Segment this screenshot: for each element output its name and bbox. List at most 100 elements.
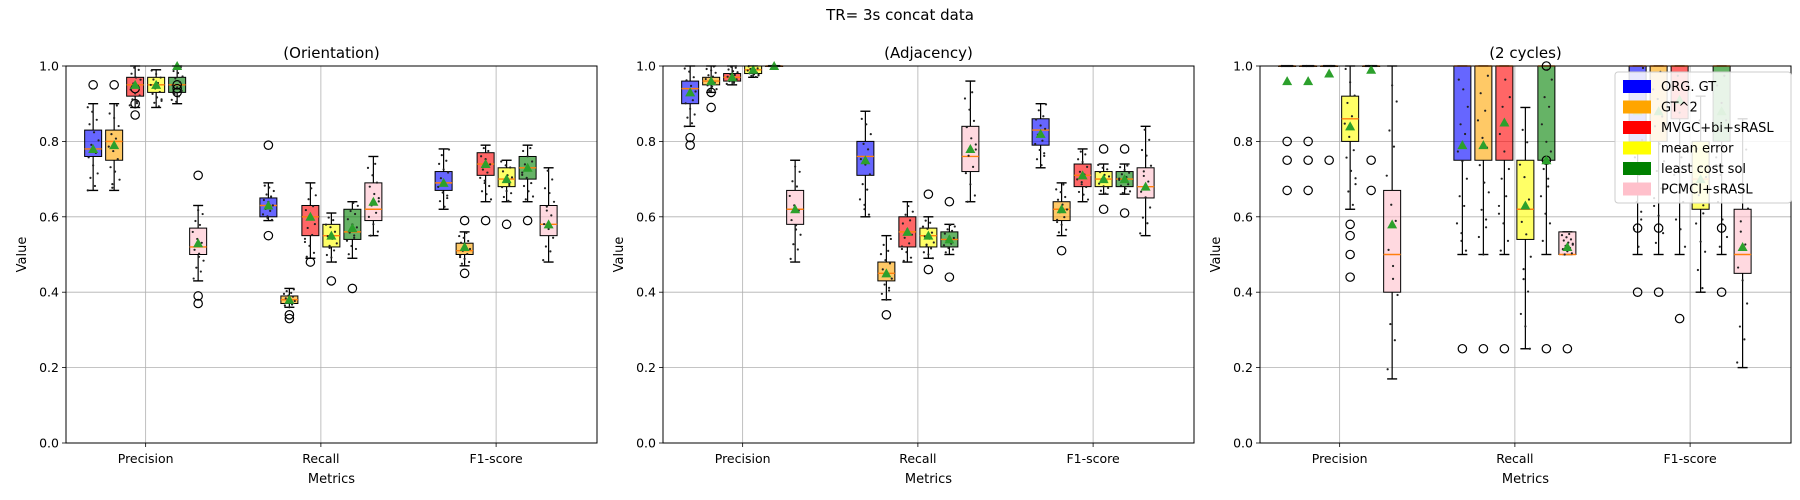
chart-panel-1: 0.0 0.2 0.4 0.6 0.8 1.0 Precision Recall F1-scor… xyxy=(15,44,598,487)
box-plot xyxy=(1052,182,1071,256)
sample-point xyxy=(1084,153,1087,156)
mean-marker xyxy=(88,143,99,153)
sample-point xyxy=(908,242,911,245)
sample-point xyxy=(1501,105,1504,108)
mean-marker xyxy=(109,140,120,150)
sample-point xyxy=(900,245,904,248)
outlier-marker xyxy=(1282,185,1292,196)
sample-point xyxy=(1118,178,1121,181)
sample-point xyxy=(863,208,866,211)
sample-point xyxy=(1548,222,1552,225)
sample-point xyxy=(887,249,890,252)
sample-point xyxy=(462,236,465,239)
y-tick-label: 0.8 xyxy=(39,134,59,149)
outlier-marker xyxy=(1324,155,1334,166)
sample-point xyxy=(1056,218,1059,221)
sample-point xyxy=(1126,164,1129,167)
series-pcmci-srasl xyxy=(189,155,558,309)
mean-marker xyxy=(881,268,892,278)
legend-label: least cost sol xyxy=(1661,162,1746,177)
legend-swatch xyxy=(1623,80,1651,93)
sample-point xyxy=(1500,177,1503,180)
sample-point xyxy=(265,193,268,196)
sample-point xyxy=(371,174,374,177)
sample-point xyxy=(1508,95,1511,99)
sample-point xyxy=(335,242,338,245)
sample-point xyxy=(1549,150,1552,153)
legend-label: ORG. GT xyxy=(1661,80,1716,95)
sample-point xyxy=(465,231,468,235)
sample-point xyxy=(1144,196,1147,199)
sample-point xyxy=(1568,232,1571,236)
sample-point xyxy=(446,196,449,200)
sample-point xyxy=(1498,132,1501,136)
sample-point xyxy=(1477,235,1480,239)
sample-point xyxy=(710,69,713,72)
sample-point xyxy=(170,98,173,101)
sample-point xyxy=(859,158,862,161)
sample-point xyxy=(1097,163,1100,167)
mean-marker xyxy=(1140,181,1151,191)
sample-point xyxy=(180,89,183,92)
sample-point xyxy=(889,237,892,241)
sample-point xyxy=(973,194,976,197)
sample-point xyxy=(545,209,548,212)
mean-marker xyxy=(1303,76,1314,86)
sample-point xyxy=(110,132,113,136)
sample-point xyxy=(356,204,359,207)
sample-point xyxy=(1640,218,1643,221)
sample-point xyxy=(1085,185,1088,189)
sample-point xyxy=(970,137,973,140)
sample-point xyxy=(1478,164,1481,167)
sample-point xyxy=(1540,123,1543,126)
sample-point xyxy=(199,270,202,273)
box-plot xyxy=(84,80,103,192)
sample-point xyxy=(1098,171,1102,174)
sample-point xyxy=(1128,190,1132,193)
box-plot xyxy=(1453,65,1472,354)
sample-point xyxy=(329,226,332,229)
sample-point xyxy=(1035,118,1038,121)
sample-point xyxy=(1546,68,1549,71)
sample-point xyxy=(368,185,371,188)
sample-point xyxy=(685,79,688,82)
sample-point xyxy=(530,181,533,185)
sample-point xyxy=(1086,198,1090,201)
legend: ORG. GT GT^2 MVGC+bi+sRASL mean error least … xyxy=(1614,71,1792,204)
x-tick-label: Recall xyxy=(1496,451,1533,466)
series-org-gt xyxy=(681,65,1050,218)
outlier-marker xyxy=(284,310,295,320)
outlier-marker xyxy=(109,80,119,90)
sample-point xyxy=(736,71,739,74)
legend-swatch xyxy=(1623,141,1651,155)
sample-point xyxy=(683,67,686,70)
sample-point xyxy=(691,99,694,102)
sample-point xyxy=(1040,164,1043,167)
sample-point xyxy=(692,76,695,79)
sample-point xyxy=(501,170,505,173)
outlier-marker xyxy=(130,98,140,109)
sample-point xyxy=(181,75,184,78)
sample-point xyxy=(372,223,375,226)
sample-point xyxy=(442,168,445,171)
sample-point xyxy=(1662,232,1665,235)
sample-point xyxy=(197,252,201,255)
sample-point xyxy=(903,236,906,239)
legend-label: MVGC+bi+sRASL xyxy=(1661,121,1774,136)
outlier-marker xyxy=(480,215,491,226)
sample-point xyxy=(510,192,513,195)
sample-point xyxy=(866,188,869,191)
sample-point xyxy=(377,200,380,203)
x-tick-label: F1-score xyxy=(1066,451,1120,466)
sample-point xyxy=(332,249,336,252)
sample-point xyxy=(129,88,132,91)
sample-point xyxy=(1459,123,1462,126)
sample-point xyxy=(551,178,554,181)
sample-point xyxy=(292,288,295,291)
sample-point xyxy=(1487,191,1490,194)
sample-point xyxy=(792,243,795,246)
sample-point xyxy=(1502,222,1505,225)
sample-point xyxy=(1746,302,1749,305)
sample-point xyxy=(1349,169,1353,172)
mean-marker xyxy=(1324,68,1335,78)
